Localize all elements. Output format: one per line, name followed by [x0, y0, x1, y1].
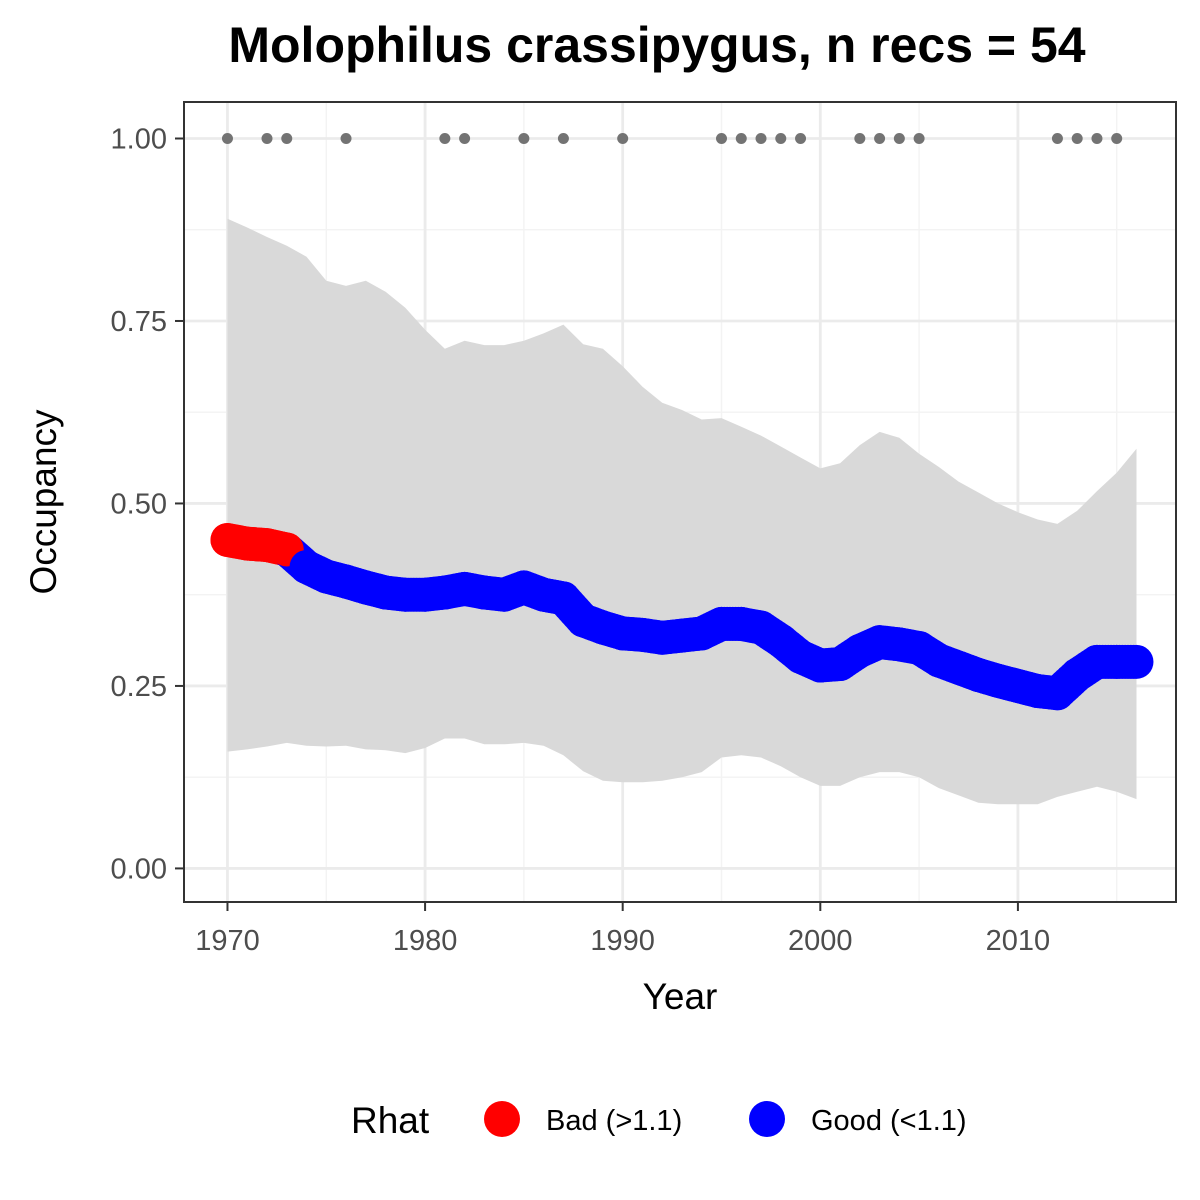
- y-tick-label: 0.50: [111, 488, 167, 520]
- x-tick-label: 2000: [788, 925, 853, 957]
- occupancy-series: [210, 522, 1154, 711]
- record-point: [913, 132, 925, 144]
- record-point: [893, 132, 905, 144]
- chart-title: Molophilus crassipygus, n recs = 54: [228, 17, 1085, 73]
- record-point: [795, 132, 807, 144]
- y-tick-label: 1.00: [111, 123, 167, 155]
- record-point: [439, 132, 451, 144]
- record-point: [459, 132, 471, 144]
- record-point: [715, 132, 727, 144]
- record-point: [557, 132, 569, 144]
- record-point: [281, 132, 293, 144]
- legend-title: Rhat: [351, 1100, 430, 1141]
- legend-swatch-good: [749, 1101, 785, 1137]
- record-point: [221, 132, 233, 144]
- x-axis: 1970 1980 1990 2000 2010: [195, 902, 1050, 957]
- legend-label-good: Good (<1.1): [811, 1105, 967, 1137]
- record-point: [617, 132, 629, 144]
- y-axis-title: Occupancy: [23, 409, 64, 595]
- record-point: [874, 132, 886, 144]
- legend-swatch-bad: [484, 1101, 520, 1137]
- record-point: [1111, 132, 1123, 144]
- y-tick-label: 0.00: [111, 853, 167, 885]
- y-tick-label: 0.25: [111, 671, 167, 703]
- record-point: [755, 132, 767, 144]
- x-tick-label: 2010: [986, 925, 1051, 957]
- legend: Rhat Bad (>1.1) Good (<1.1): [351, 1100, 967, 1141]
- record-point: [340, 132, 352, 144]
- y-tick-label: 0.75: [111, 306, 167, 338]
- record-point: [854, 132, 866, 144]
- record-point: [518, 132, 530, 144]
- record-point: [1051, 132, 1063, 144]
- record-point: [775, 132, 787, 144]
- record-point: [735, 132, 747, 144]
- occupancy-point: [546, 581, 581, 616]
- legend-label-bad: Bad (>1.1): [546, 1105, 682, 1137]
- y-axis: 0.00 0.25 0.50 0.75 1.00: [111, 123, 184, 885]
- record-points: [221, 132, 1123, 144]
- x-tick-label: 1970: [195, 925, 260, 957]
- panel-border: [183, 101, 1177, 903]
- x-tick-label: 1980: [393, 925, 458, 957]
- record-point: [1071, 132, 1083, 144]
- record-point: [1091, 132, 1103, 144]
- x-axis-title: Year: [643, 976, 718, 1017]
- record-point: [261, 132, 273, 144]
- occupancy-point: [1119, 644, 1154, 679]
- x-tick-label: 1990: [590, 925, 655, 957]
